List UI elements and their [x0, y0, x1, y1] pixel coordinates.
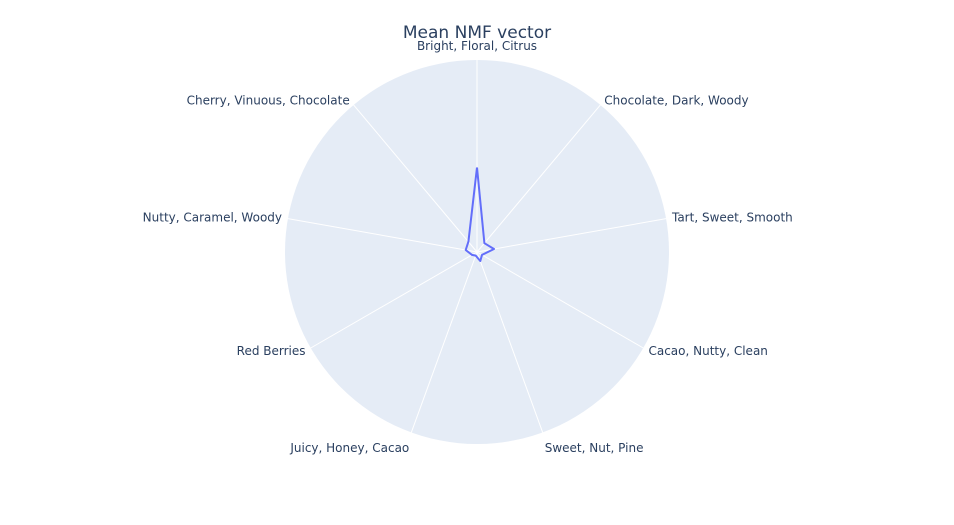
chart-title: Mean NMF vector [403, 23, 551, 43]
category-label: Sweet, Nut, Pine [545, 441, 644, 455]
category-label: Chocolate, Dark, Woody [604, 93, 748, 107]
angular-gridline [476, 251, 644, 349]
angular-gridline [310, 251, 478, 349]
category-label: Bright, Floral, Citrus [417, 39, 537, 53]
category-label: Tart, Sweet, Smooth [671, 211, 793, 225]
angular-gridline [476, 218, 667, 253]
category-labels: Bright, Floral, Citrus Chocolate, Dark, W… [143, 39, 793, 455]
series-line [464, 167, 495, 262]
angular-gridline [287, 218, 478, 253]
angular-grid [287, 60, 667, 433]
series-layer [464, 167, 495, 262]
angular-gridline [410, 251, 478, 433]
category-label: Cherry, Vinuous, Chocolate [187, 93, 350, 107]
category-label: Red Berries [237, 344, 306, 358]
category-label: Juicy, Honey, Cacao [289, 441, 409, 455]
angular-gridline [476, 251, 544, 433]
angular-gridline [353, 104, 478, 253]
category-label: Cacao, Nutty, Clean [648, 344, 767, 358]
category-label: Nutty, Caramel, Woody [143, 211, 282, 225]
angular-gridline [476, 104, 601, 253]
